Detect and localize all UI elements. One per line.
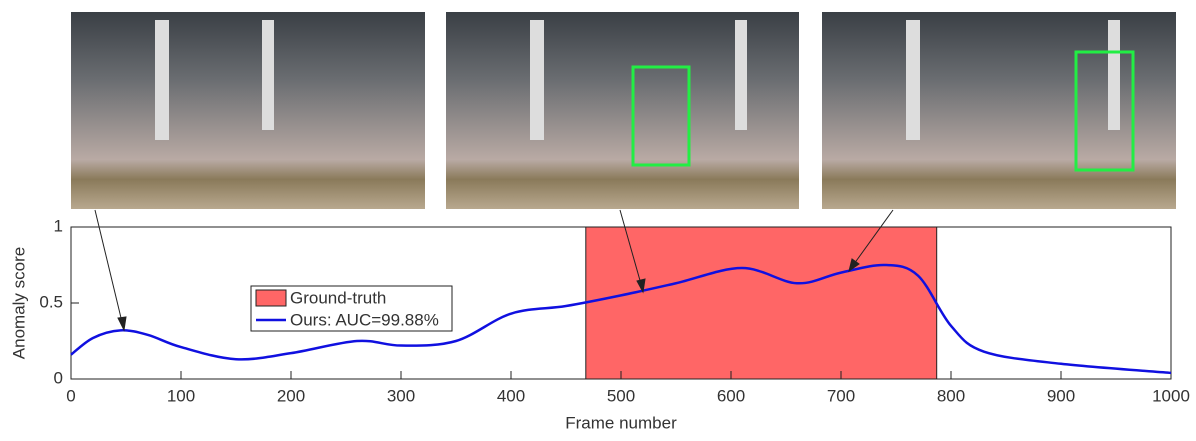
x-tick-label: 1000 <box>1152 386 1190 405</box>
legend-label: Ours: AUC=99.88% <box>290 310 439 329</box>
x-tick-label: 600 <box>717 386 745 405</box>
x-tick-label: 300 <box>387 386 415 405</box>
y-tick-label: 0.5 <box>39 292 63 311</box>
x-tick-label: 800 <box>937 386 965 405</box>
score-line <box>70 263 1172 375</box>
x-tick-label: 700 <box>827 386 855 405</box>
x-tick-label: 900 <box>1047 386 1075 405</box>
legend-label: Ground-truth <box>290 288 386 307</box>
legend-swatch <box>255 289 287 307</box>
frame-image <box>71 12 425 209</box>
frame-image <box>446 12 799 209</box>
pointer-arrows <box>94 209 894 332</box>
y-axis-label: Anomaly score <box>9 247 28 359</box>
frame-image <box>822 12 1176 209</box>
x-tick-label: 100 <box>167 386 195 405</box>
x-tick-label: 0 <box>66 386 75 405</box>
x-tick-label: 500 <box>607 386 635 405</box>
x-tick-label: 400 <box>497 386 525 405</box>
x-tick-label: 200 <box>277 386 305 405</box>
y-tick-label: 0 <box>54 368 63 387</box>
x-axis-label: Frame number <box>565 413 677 432</box>
ground-truth-region <box>585 226 938 380</box>
y-tick-label: 1 <box>54 216 63 235</box>
